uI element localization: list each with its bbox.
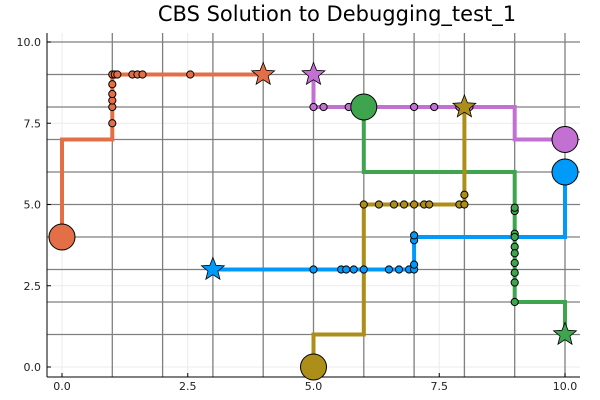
agent-3-waypoint [510,249,519,258]
agent-4-waypoint [460,190,469,199]
agent-3-waypoint [510,297,519,307]
agent-5-waypoint [359,265,368,274]
agent-3-waypoint [510,203,519,212]
agent-1-waypoint [108,80,117,89]
agent-2-goal-marker [301,61,326,86]
agent-1-waypoint [138,70,147,79]
agent-4-waypoint [425,200,434,209]
agent-4-waypoint [359,200,368,209]
agent-1-waypoint [108,119,117,128]
agent-2-start-marker [551,126,579,153]
agent-4-waypoint [410,200,419,209]
agent-4-start-marker [300,353,327,381]
agent-4-waypoint [374,200,383,209]
agent-2-waypoint [410,102,419,112]
agent-4-waypoint [389,200,399,209]
agent-3-start-marker [350,93,378,121]
agent-5-waypoint [309,265,318,274]
agent-5-waypoint [384,265,394,274]
x-tick-label: 7.5 [431,380,449,393]
y-tick-label: 0.0 [24,361,42,374]
y-tick-label: 5.0 [24,199,42,212]
agent-1-waypoint [108,89,117,99]
x-tick-label: 0.0 [53,380,71,393]
agent-3-waypoint [510,258,519,268]
agent-1-goal-marker [250,61,276,86]
agent-4-waypoint [399,200,409,209]
agent-2-waypoint [309,102,318,112]
agent-4-goal-marker [451,93,477,118]
tick-labels: 0.0 2.5 5.0 7.5 10.0 0.0 2.5 5.0 7.5 10.0 [17,36,578,393]
agent-5-waypoint [394,265,404,274]
agent-1-start-marker [48,223,76,251]
agent-3-goal-marker [552,321,578,346]
agent-2-waypoint [430,102,439,112]
agent-3-waypoint [510,268,519,277]
agent-5-waypoint [410,231,419,240]
x-tick-label: 2.5 [179,380,197,393]
agent-paths [48,61,579,381]
agent-5-goal-marker [200,256,226,281]
y-tick-label: 7.5 [24,117,42,130]
agent-path-2 [311,74,565,142]
agent-3-waypoint [510,278,519,287]
y-tick-label: 10.0 [17,36,42,49]
agent-5-waypoint [410,260,419,269]
agent-path-1 [60,72,264,237]
x-tick-label: 10.0 [553,380,578,393]
y-tick-label: 2.5 [24,280,42,293]
agent-2-waypoint [319,102,328,112]
x-tick-label: 5.0 [305,380,323,393]
agent-1-waypoint [113,70,122,79]
agent-5-waypoint [349,265,358,274]
agent-4-waypoint [460,200,469,209]
agent-5-start-marker [551,158,579,186]
agent-5-waypoint [342,265,351,274]
agent-3-waypoint [510,232,519,242]
chart-title: CBS Solution to Debugging_test_1 [158,2,516,27]
agent-1-waypoint [186,70,195,79]
